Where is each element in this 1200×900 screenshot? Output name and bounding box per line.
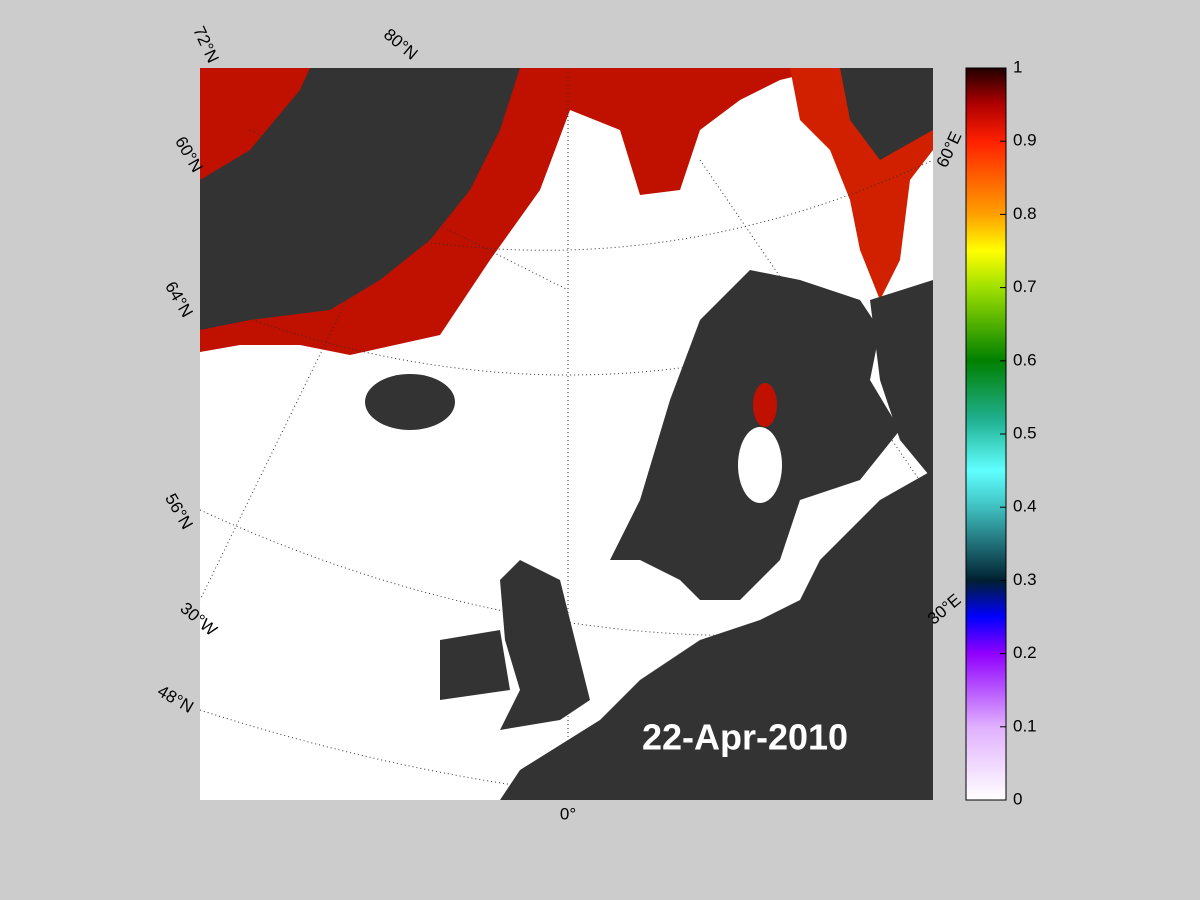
grid-label: 80°N [380,25,421,64]
colorbar-tick-label: 0.7 [1013,277,1037,296]
colorbar-tick-label: 0.6 [1013,350,1037,369]
land [365,374,455,430]
land [870,280,933,480]
land [200,68,520,330]
grid-label: 64°N [161,278,196,320]
land [500,560,590,730]
grid-line [200,68,461,601]
colorbar-tick-label: 0 [1013,789,1022,808]
land [500,470,933,800]
gulf [738,427,782,503]
grid-label: 60°E [933,129,966,171]
date-label: 22-Apr-2010 [642,717,848,758]
grid-label: 72°N [189,23,222,65]
colorbar-tick-label: 0.3 [1013,570,1037,589]
land [840,68,933,160]
colorbar-tick-label: 0.9 [1013,131,1037,150]
sea-ice [753,383,777,427]
land [440,630,510,700]
colorbar-tick-label: 0.2 [1013,643,1037,662]
colorbar-tick-label: 0.8 [1013,204,1037,223]
map: 22-Apr-2010 [200,68,933,800]
colorbar-tick-label: 0.5 [1013,423,1037,442]
grid-label: 56°N [161,490,196,532]
colorbar-tick-label: 0.4 [1013,497,1037,516]
grid-label: 0° [560,804,576,823]
colorbar-tick-label: 0.1 [1013,716,1037,735]
colorbar-tick-label: 1 [1013,57,1022,76]
colorbar [965,67,1007,801]
grid-line [699,159,933,501]
grid-label: 48°N [154,681,196,716]
grid-line [249,129,569,291]
